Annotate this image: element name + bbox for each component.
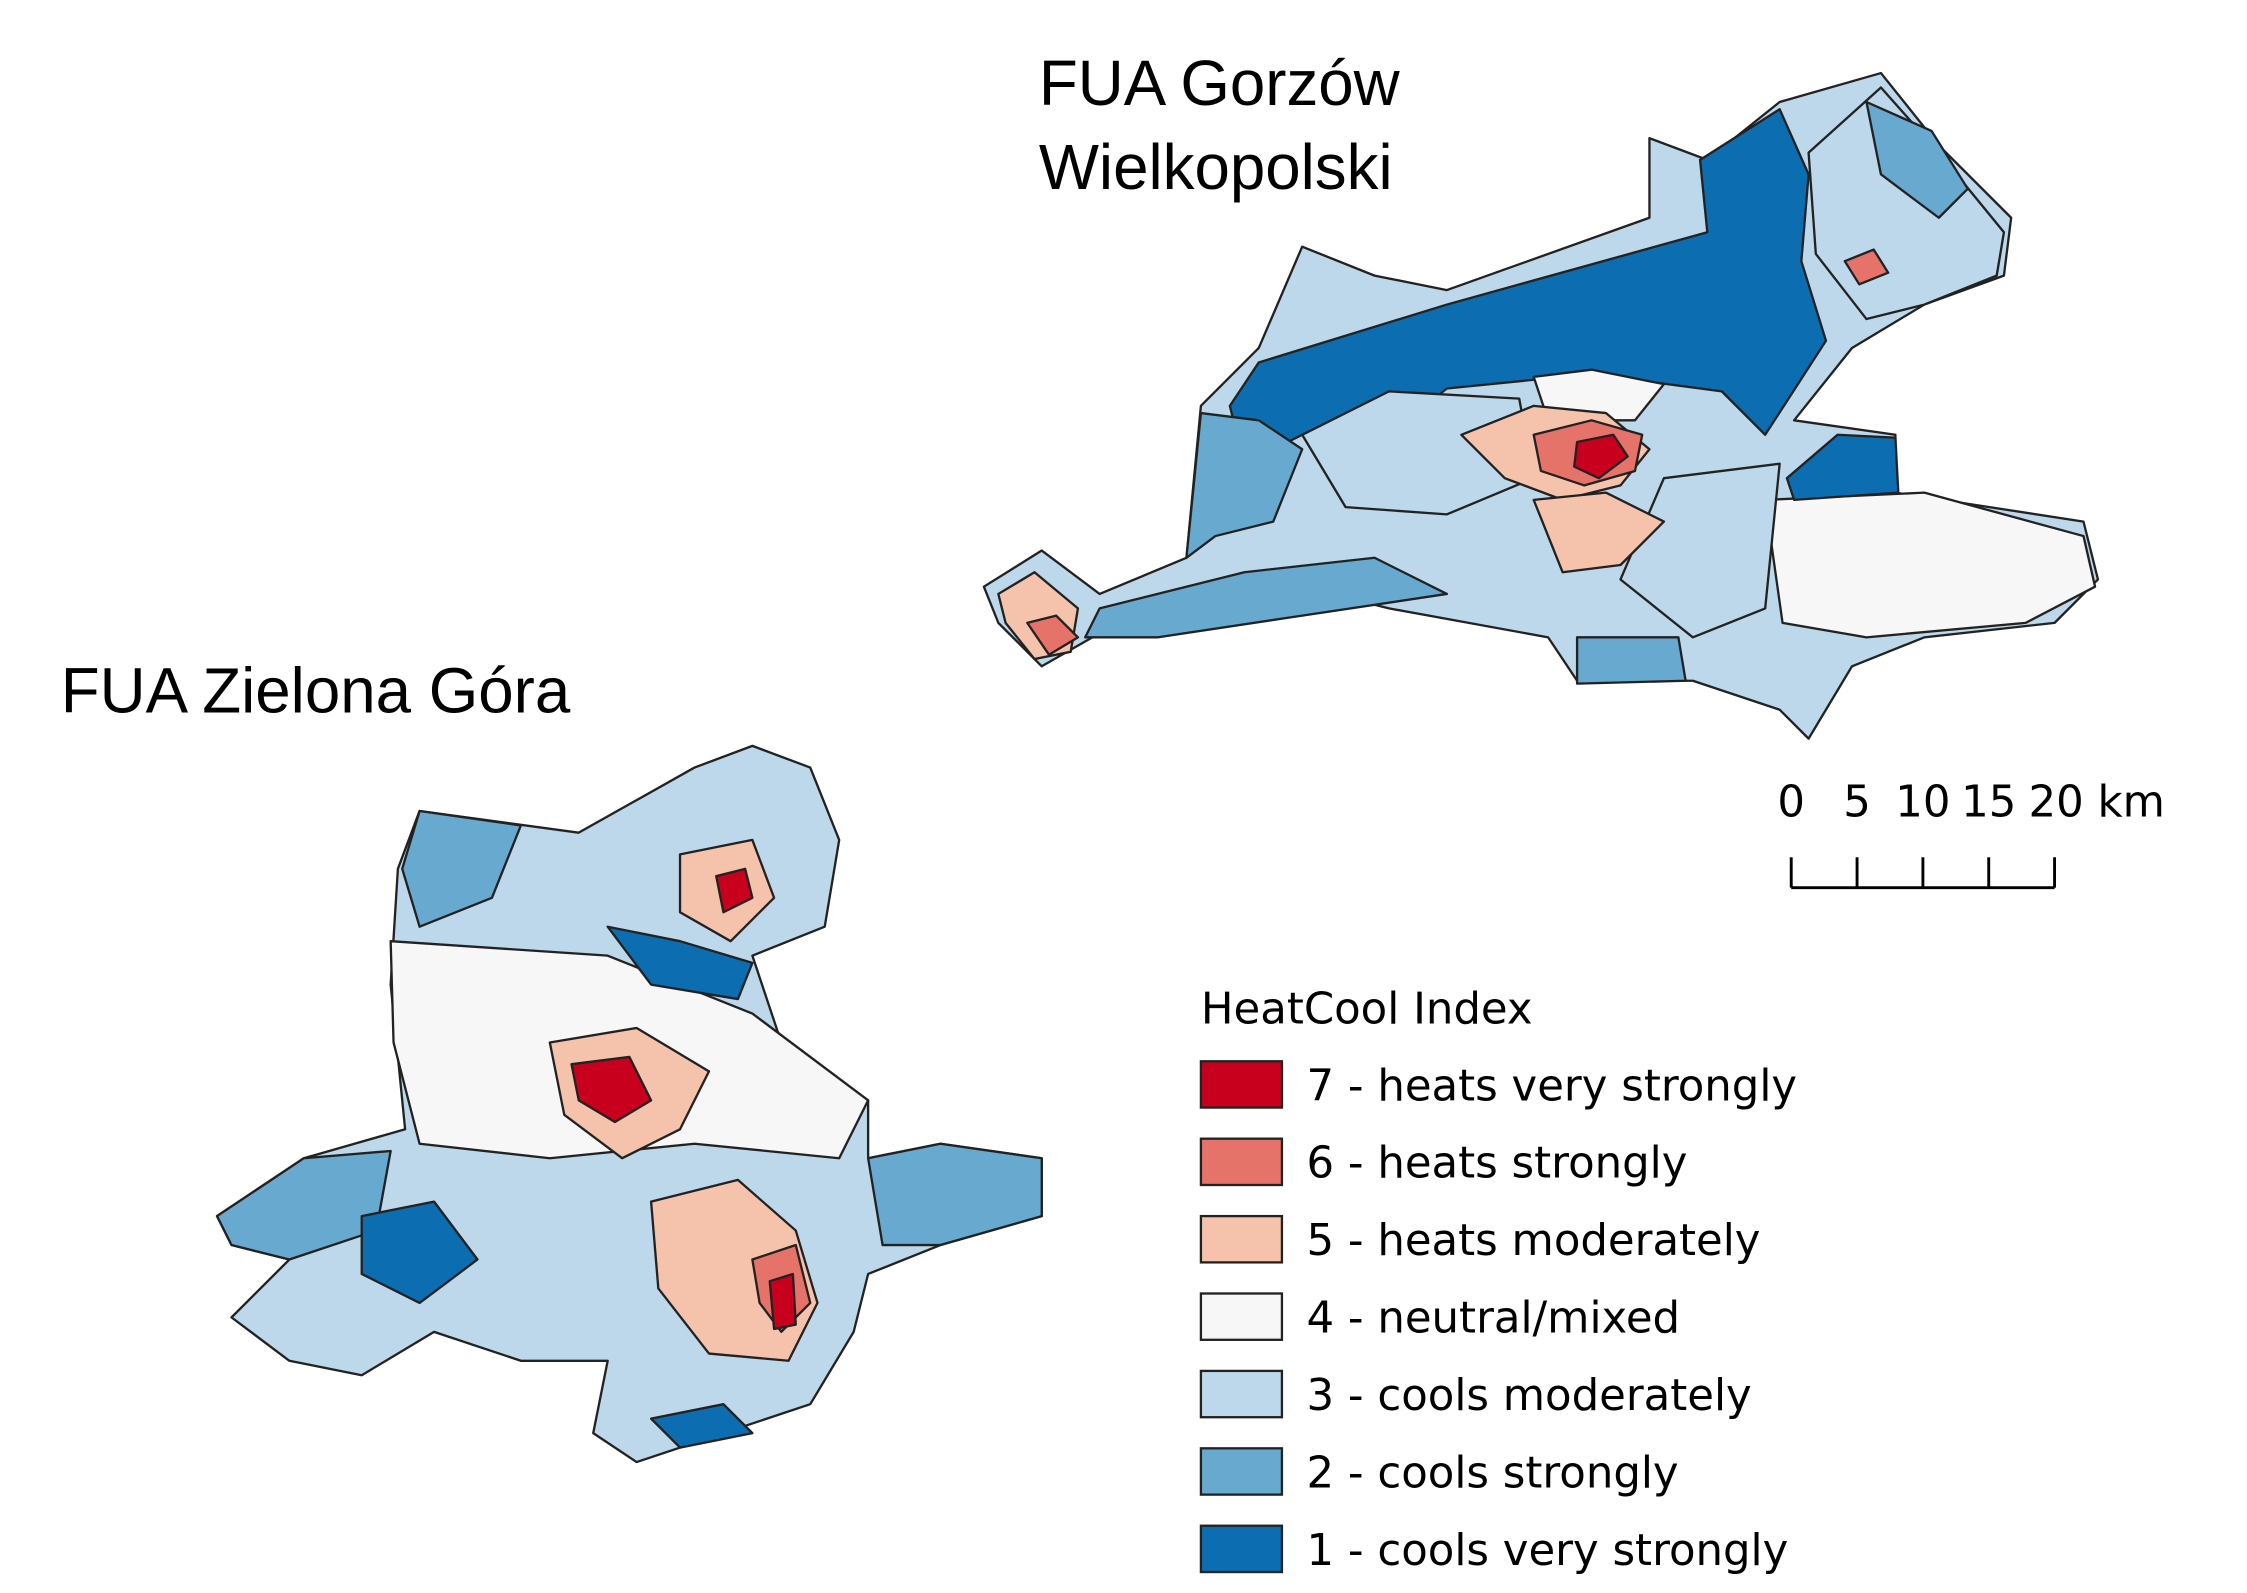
legend-swatch xyxy=(1199,1369,1284,1419)
map-title: FUA Zielona Góra xyxy=(61,656,571,727)
scale-label: 0 xyxy=(1777,778,1805,828)
region xyxy=(1843,248,1890,286)
region xyxy=(1865,100,1969,219)
region xyxy=(606,925,754,1001)
region xyxy=(768,1272,797,1331)
scale-label: 10 xyxy=(1895,778,1950,828)
legend-swatch xyxy=(1199,1060,1284,1109)
region xyxy=(1764,491,2097,639)
region xyxy=(715,867,754,914)
legend-swatch xyxy=(1199,1292,1284,1341)
legend-swatch xyxy=(1199,1524,1284,1574)
legend: HeatCool Index 7 - heats very strongly 6 … xyxy=(1199,985,1798,1576)
region xyxy=(401,809,523,928)
legend-title: HeatCool Index xyxy=(1201,985,1533,1035)
map-regions xyxy=(215,71,2100,1464)
scale-bar: 0 5 10 15 20 km xyxy=(1777,778,2165,890)
region xyxy=(649,1403,754,1449)
legend-label: 7 - heats very strongly xyxy=(1307,1061,1798,1111)
region xyxy=(1619,462,1781,639)
region xyxy=(1575,636,1687,685)
legend-swatch xyxy=(1199,1447,1284,1496)
region xyxy=(360,1200,479,1305)
legend-label: 5 - heats moderately xyxy=(1307,1216,1761,1266)
region xyxy=(1785,433,1900,502)
legend-swatch xyxy=(1199,1214,1284,1264)
region xyxy=(1573,433,1629,480)
region xyxy=(570,1055,653,1124)
map-title: Wielkopolski xyxy=(1039,132,1393,203)
region xyxy=(866,1142,1043,1247)
legend-label: 1 - cools very strongly xyxy=(1307,1526,1789,1576)
legend-label: 3 - cools moderately xyxy=(1307,1371,1752,1421)
legend-label: 6 - heats strongly xyxy=(1307,1139,1688,1189)
region xyxy=(1532,491,1666,574)
region xyxy=(1084,556,1449,639)
scale-label: 5 xyxy=(1843,778,1871,828)
region xyxy=(1026,614,1080,656)
legend-label: 4 - neutral/mixed xyxy=(1307,1294,1681,1344)
legend-label: 2 - cools strongly xyxy=(1307,1448,1679,1498)
scale-label: 15 xyxy=(1961,778,2016,828)
region xyxy=(1185,411,1304,559)
map-title: FUA Gorzów xyxy=(1039,48,1401,119)
scale-label: 20 km xyxy=(2029,778,2165,828)
legend-swatch xyxy=(1199,1137,1284,1187)
